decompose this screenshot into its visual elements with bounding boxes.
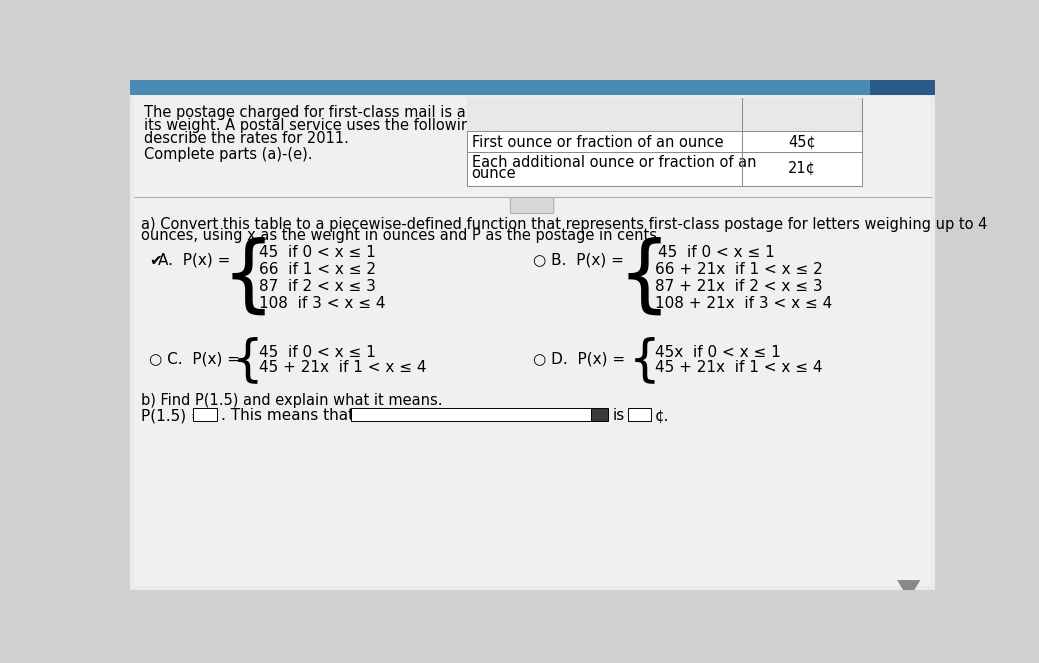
Text: The postage charged for first-class mail is a function of: The postage charged for first-class mail…: [143, 105, 549, 120]
Text: 45  if 0 < x ≤ 1: 45 if 0 < x ≤ 1: [656, 245, 775, 260]
Text: 108  if 3 < x ≤ 4: 108 if 3 < x ≤ 4: [259, 296, 385, 311]
Text: First ounce or fraction of an ounce: First ounce or fraction of an ounce: [472, 135, 723, 150]
Polygon shape: [897, 580, 921, 599]
Text: ○ B.  P(x) =: ○ B. P(x) =: [533, 253, 623, 268]
Text: ○ C.  P(x) =: ○ C. P(x) =: [150, 351, 240, 367]
Text: P(1.5) =: P(1.5) =: [140, 408, 204, 424]
Text: Complete parts (a)-(e).: Complete parts (a)-(e).: [143, 147, 313, 162]
Bar: [629, 408, 651, 422]
Text: b) Find P(1.5) and explain what it means.: b) Find P(1.5) and explain what it means…: [140, 393, 443, 408]
Text: its weight. A postal service uses the following table to: its weight. A postal service uses the fo…: [143, 118, 540, 133]
Text: 45x  if 0 < x ≤ 1: 45x if 0 < x ≤ 1: [656, 345, 781, 360]
Text: {: {: [232, 337, 264, 385]
Text: Postage P(x): Postage P(x): [749, 113, 855, 128]
Bar: [193, 408, 217, 422]
Text: ounces, using x as the weight in ounces and P as the postage in cents.: ounces, using x as the weight in ounces …: [140, 228, 662, 243]
Text: 45  if 0 < x ≤ 1: 45 if 0 < x ≤ 1: [259, 245, 375, 260]
Bar: [467, 98, 862, 131]
Bar: [870, 80, 935, 95]
Bar: [351, 408, 591, 422]
Text: {: {: [618, 237, 671, 318]
Text: Weight Increment x (oz): Weight Increment x (oz): [505, 104, 704, 119]
Text: describe the rates for 2011.: describe the rates for 2011.: [143, 131, 349, 146]
Text: a) Convert this table to a piecewise-defined function that represents first-clas: a) Convert this table to a piecewise-def…: [140, 217, 987, 231]
Text: {: {: [629, 337, 661, 385]
Text: . This means that: . This means that: [220, 408, 353, 424]
Text: 87  if 2 < x ≤ 3: 87 if 2 < x ≤ 3: [259, 279, 375, 294]
Text: 66 + 21x  if 1 < x ≤ 2: 66 + 21x if 1 < x ≤ 2: [656, 262, 823, 277]
FancyBboxPatch shape: [510, 198, 554, 213]
Text: is: is: [613, 408, 624, 424]
Text: ···: ···: [526, 200, 538, 213]
Text: First-Class: First-Class: [758, 102, 846, 117]
Text: Each additional ounce or fraction of an: Each additional ounce or fraction of an: [472, 155, 756, 170]
Text: 66  if 1 < x ≤ 2: 66 if 1 < x ≤ 2: [259, 262, 375, 277]
Text: ✔: ✔: [150, 253, 162, 268]
Text: ounce: ounce: [472, 166, 516, 181]
Text: 108 + 21x  if 3 < x ≤ 4: 108 + 21x if 3 < x ≤ 4: [656, 296, 832, 311]
Bar: [591, 408, 608, 422]
Text: 21¢: 21¢: [789, 161, 817, 176]
Text: {: {: [221, 237, 274, 318]
Text: 87 + 21x  if 2 < x ≤ 3: 87 + 21x if 2 < x ≤ 3: [656, 279, 823, 294]
Text: 45 + 21x  if 1 < x ≤ 4: 45 + 21x if 1 < x ≤ 4: [259, 360, 426, 375]
Bar: [130, 80, 935, 95]
Text: ¢.: ¢.: [655, 408, 669, 424]
Bar: [467, 98, 862, 186]
Text: 45 + 21x  if 1 < x ≤ 4: 45 + 21x if 1 < x ≤ 4: [656, 360, 823, 375]
Text: ▼: ▼: [595, 408, 604, 418]
Text: ○ D.  P(x) =: ○ D. P(x) =: [533, 351, 625, 367]
Text: A.  P(x) =: A. P(x) =: [158, 253, 231, 268]
Text: 45  if 0 < x ≤ 1: 45 if 0 < x ≤ 1: [259, 345, 375, 360]
Text: 45¢: 45¢: [789, 135, 816, 150]
